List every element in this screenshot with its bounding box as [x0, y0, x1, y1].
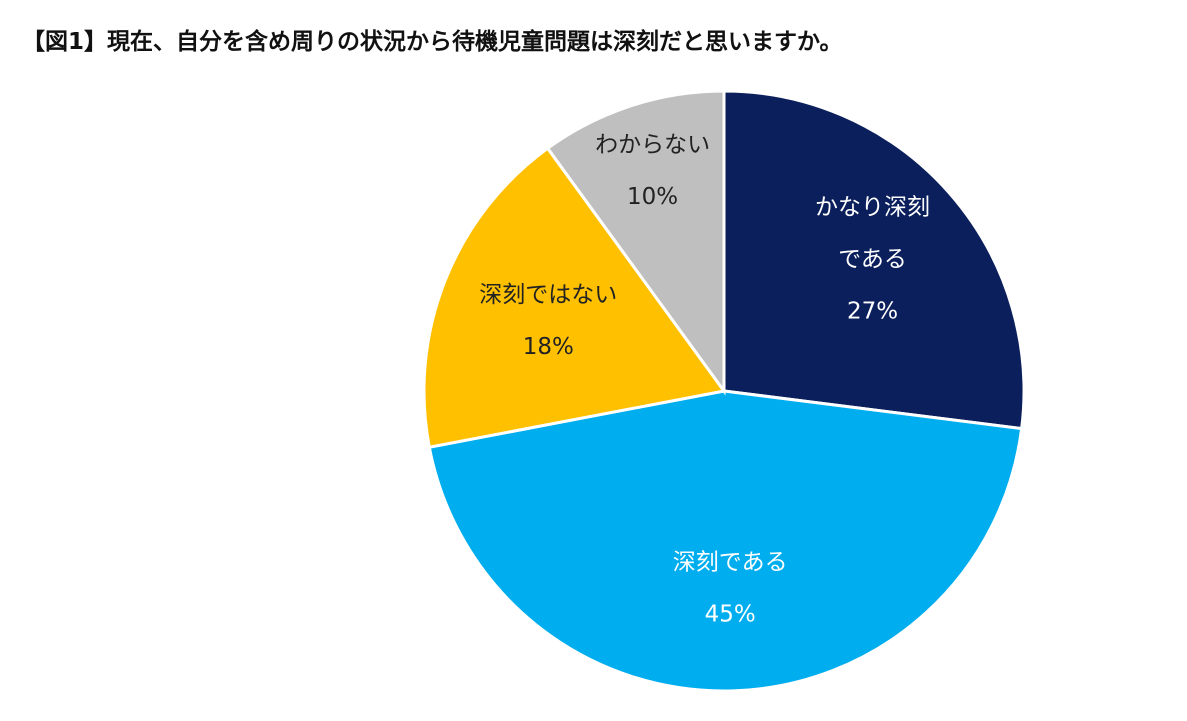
- category-label-shinkoku-dewanai-line-1: 深刻ではない: [479, 282, 617, 308]
- pie-slice-wakaranai: [545, 89, 726, 396]
- value-label-kanari-shinkoku: 27%: [847, 299, 898, 325]
- category-label-kanari-shinkoku-line-1: かなり深刻: [815, 195, 930, 221]
- value-label-shinkoku-dewanai: 18%: [523, 334, 574, 360]
- chart-title: 【図1】現在、自分を含め周りの状況から待機児童問題は深刻だと思いますか。: [22, 29, 843, 55]
- pie-slice-shinkoku: [427, 389, 1024, 693]
- value-label-wakaranai: 10%: [627, 184, 678, 210]
- category-label-wakaranai-line-1: わからない: [595, 132, 710, 158]
- pie-slice-kanari-shinkoku: [722, 89, 1026, 431]
- pie-slice-shinkoku-dewanai: [422, 146, 727, 449]
- category-label-kanari-shinkoku-line-2: である: [838, 247, 907, 273]
- value-label-shinkoku: 45%: [705, 601, 756, 627]
- category-label-shinkoku-line-1: 深刻である: [673, 549, 788, 575]
